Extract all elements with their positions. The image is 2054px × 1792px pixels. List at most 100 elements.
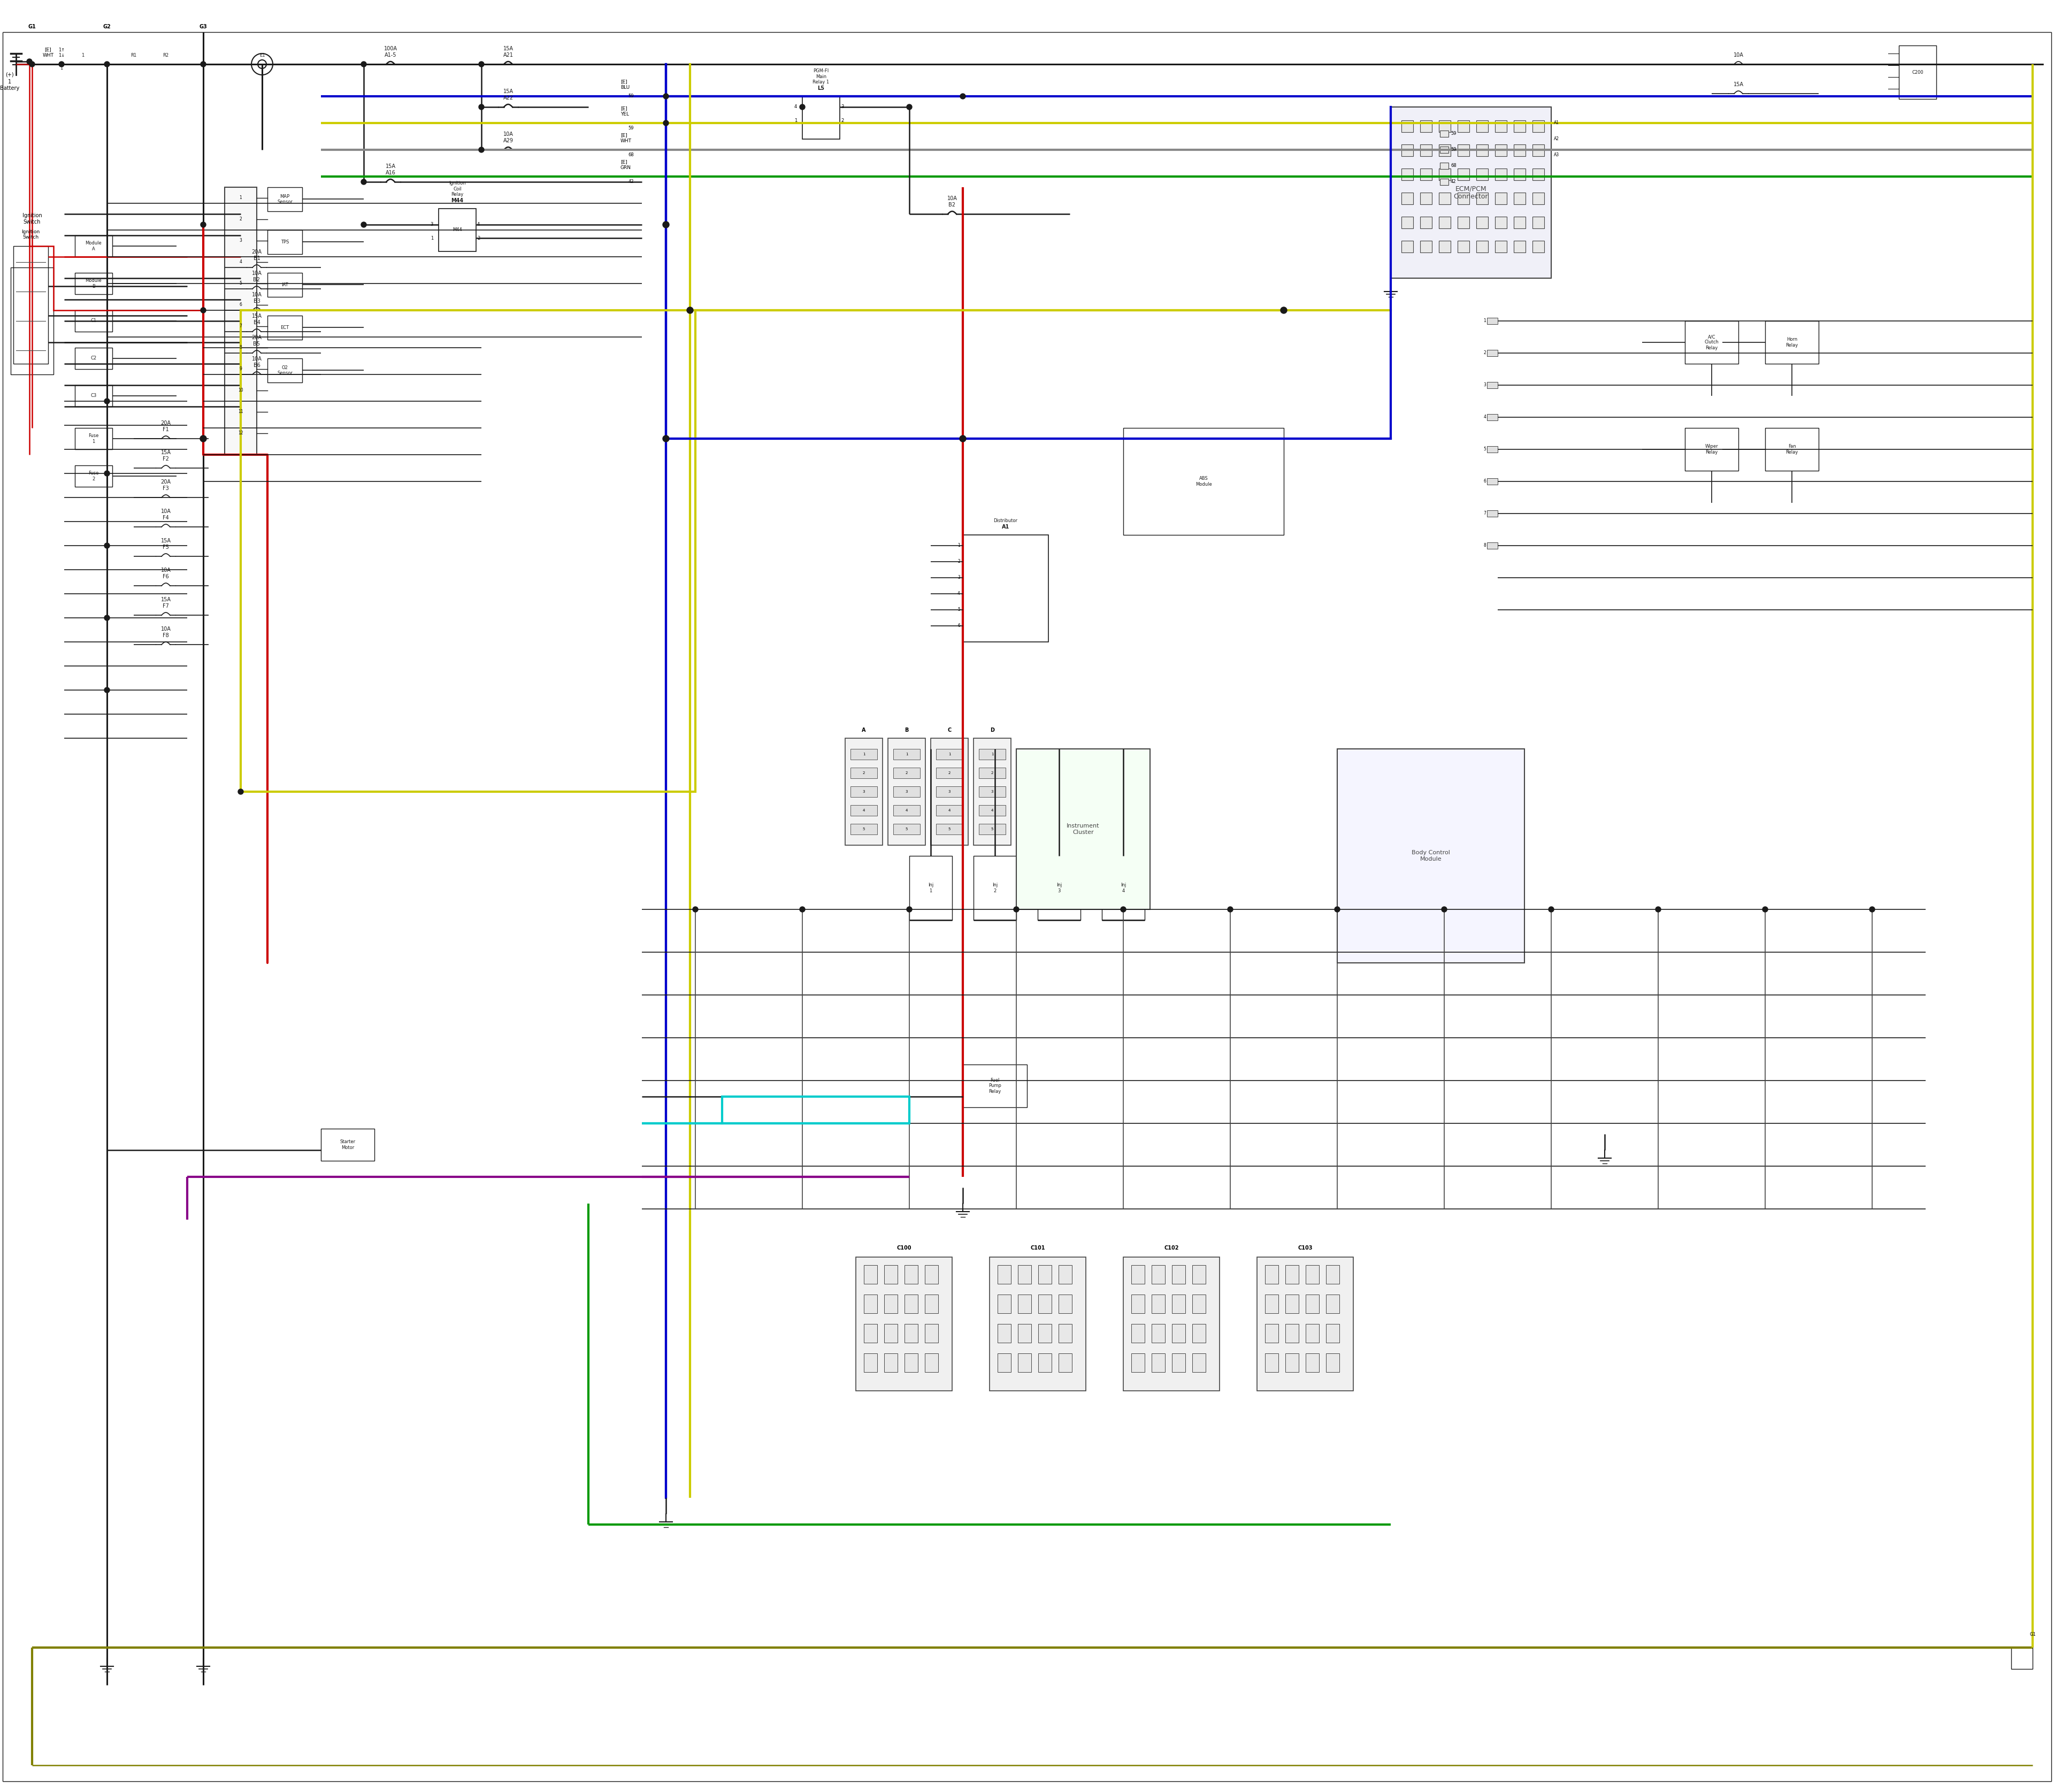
Bar	[1191, 1353, 1206, 1373]
Bar	[1306, 1353, 1319, 1373]
Bar	[1286, 1353, 1298, 1373]
Text: Fuse
1: Fuse 1	[88, 434, 99, 444]
Bar	[1173, 1265, 1185, 1283]
Bar	[10, 267, 53, 375]
Text: Starter
Motor: Starter Motor	[339, 1140, 355, 1150]
Bar	[865, 1324, 877, 1342]
Text: 100A
A1-5: 100A A1-5	[384, 47, 396, 57]
Bar	[1440, 240, 1450, 253]
Bar	[1487, 446, 1497, 453]
Bar	[74, 428, 113, 450]
Bar	[1477, 192, 1487, 204]
Bar	[883, 1294, 898, 1314]
Text: Wiper
Relay: Wiper Relay	[1705, 444, 1719, 455]
Bar	[1191, 1324, 1206, 1342]
Text: 3: 3	[957, 575, 959, 581]
Text: 4: 4	[992, 808, 994, 812]
Circle shape	[1869, 907, 1875, 912]
Text: 15A: 15A	[1734, 82, 1744, 88]
Text: 2: 2	[906, 771, 908, 774]
Bar	[893, 749, 920, 760]
Text: C2: C2	[90, 357, 97, 360]
Text: G1: G1	[29, 23, 37, 29]
Bar	[1391, 108, 1551, 278]
Text: Fan
Relay: Fan Relay	[1785, 444, 1797, 455]
Text: Ignition
Switch: Ignition Switch	[23, 213, 41, 224]
Bar	[267, 315, 302, 340]
Bar	[998, 1265, 1011, 1283]
Text: 10: 10	[238, 389, 242, 392]
Text: 2: 2	[992, 771, 994, 774]
Bar	[1477, 240, 1487, 253]
Text: 10A
F4: 10A F4	[160, 509, 170, 520]
Circle shape	[1013, 907, 1019, 912]
Bar	[1440, 131, 1448, 136]
Text: 2: 2	[477, 235, 481, 240]
Text: Distributor: Distributor	[994, 518, 1017, 523]
Bar	[930, 738, 967, 846]
Text: 59: 59	[1450, 147, 1456, 152]
Bar	[857, 1256, 953, 1391]
Bar	[893, 767, 920, 778]
Text: A/C
Clutch
Relay: A/C Clutch Relay	[1705, 335, 1719, 349]
Text: 1: 1	[240, 195, 242, 201]
Bar	[937, 767, 963, 778]
Bar	[963, 1064, 1027, 1107]
Bar	[267, 272, 302, 297]
Text: Battery: Battery	[0, 86, 18, 91]
Bar	[1265, 1265, 1278, 1283]
Text: 11: 11	[238, 410, 242, 414]
Text: 10A
B6: 10A B6	[253, 357, 261, 367]
Circle shape	[799, 104, 805, 109]
Text: 15A
F7: 15A F7	[160, 597, 170, 609]
Text: Body Control
Module: Body Control Module	[1411, 849, 1450, 862]
Text: R1: R1	[131, 54, 138, 57]
Circle shape	[201, 61, 205, 66]
Text: 6: 6	[1483, 478, 1485, 484]
Circle shape	[906, 907, 912, 912]
Bar	[893, 824, 920, 835]
Bar	[1514, 192, 1526, 204]
Bar	[937, 824, 963, 835]
Bar	[998, 1294, 1011, 1314]
Text: C102: C102	[1165, 1245, 1179, 1251]
Text: 15A
B4: 15A B4	[253, 314, 261, 324]
Bar	[1173, 1324, 1185, 1342]
Text: Inj
1: Inj 1	[928, 883, 933, 892]
Text: A1: A1	[1002, 525, 1009, 530]
Text: Inj
3: Inj 3	[1056, 883, 1062, 892]
Bar	[1017, 749, 1150, 909]
Circle shape	[1282, 308, 1286, 314]
Bar	[980, 787, 1006, 797]
Circle shape	[1549, 907, 1555, 912]
Text: [E]
YEL: [E] YEL	[620, 106, 629, 116]
Bar	[803, 97, 840, 140]
Text: 3: 3	[1483, 383, 1485, 387]
Bar	[924, 1324, 939, 1342]
Bar	[74, 310, 113, 332]
Text: G3: G3	[199, 23, 207, 29]
Circle shape	[199, 435, 207, 443]
Bar	[1152, 1265, 1165, 1283]
Text: 5: 5	[1483, 446, 1485, 452]
Text: G1: G1	[2029, 1633, 2036, 1636]
Bar	[1487, 478, 1497, 484]
Text: 20A
F3: 20A F3	[160, 480, 170, 491]
Text: 10A
B3: 10A B3	[253, 292, 261, 305]
Text: PGM-FI
Main
Relay 1: PGM-FI Main Relay 1	[813, 68, 830, 84]
Bar	[1152, 1353, 1165, 1373]
Bar	[1532, 145, 1545, 156]
Text: Fuse
2: Fuse 2	[88, 471, 99, 482]
Bar	[990, 1256, 1087, 1391]
Text: 4: 4	[477, 222, 481, 228]
Circle shape	[1121, 907, 1126, 912]
Text: 4: 4	[863, 808, 865, 812]
Bar	[1401, 145, 1413, 156]
Text: 1: 1	[8, 79, 10, 84]
Text: Horn
Relay: Horn Relay	[1785, 337, 1797, 348]
Bar	[1440, 163, 1448, 168]
Bar	[1487, 349, 1497, 357]
Text: MAP
Sensor: MAP Sensor	[277, 194, 292, 204]
Text: C: C	[947, 728, 951, 733]
Bar	[267, 358, 302, 382]
